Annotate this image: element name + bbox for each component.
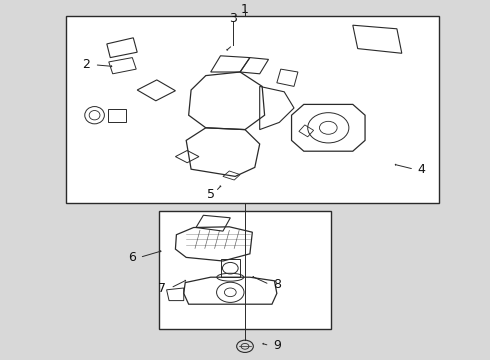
Bar	[159, 211, 331, 329]
Text: 1: 1	[241, 3, 249, 15]
Text: 5: 5	[207, 188, 215, 201]
Bar	[220, 259, 240, 277]
Text: 8: 8	[273, 278, 281, 291]
Text: 6: 6	[128, 251, 136, 264]
Text: 9: 9	[273, 339, 281, 352]
Text: 3: 3	[229, 12, 237, 24]
Text: 7: 7	[158, 282, 166, 294]
Bar	[66, 16, 439, 203]
Text: 4: 4	[417, 163, 425, 176]
Bar	[108, 109, 126, 122]
Text: 2: 2	[82, 58, 90, 71]
